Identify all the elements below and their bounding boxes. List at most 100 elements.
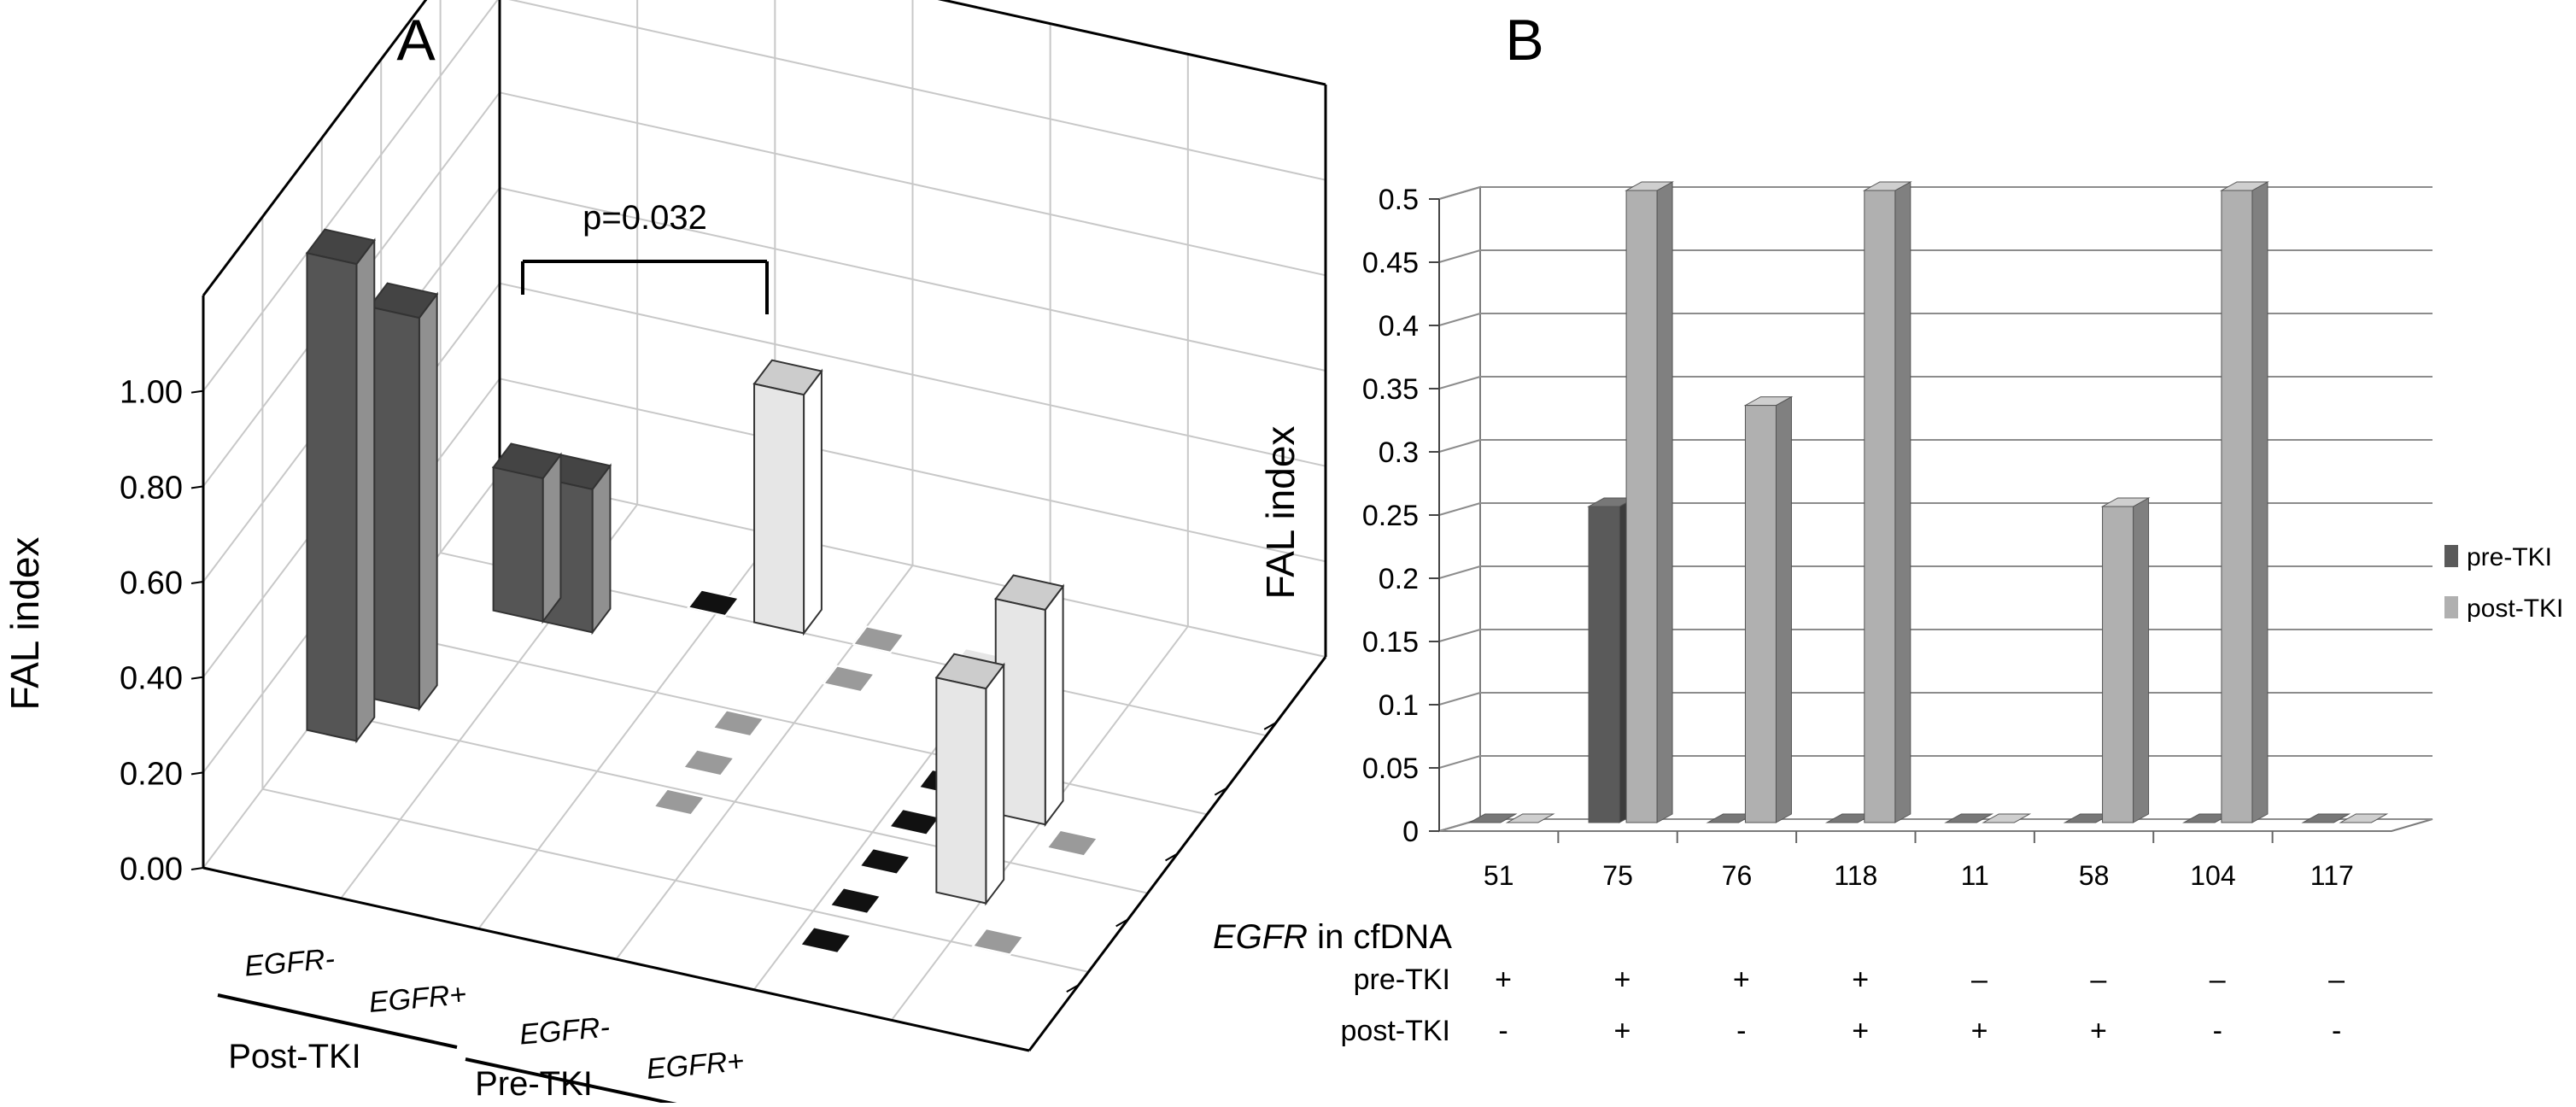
frame-edge [202, 0, 428, 296]
frame-edge [937, 0, 1326, 86]
table-cell: - [2213, 1015, 2222, 1047]
bar-post-TKI-75 [1625, 181, 1674, 823]
gridline [1438, 755, 2433, 769]
table-cell: - [1498, 1015, 1508, 1047]
gridline [1438, 313, 2433, 326]
y-tick-label: 0.35 [1362, 373, 1419, 406]
y-tick-label: 0.1 [1379, 689, 1419, 722]
bar-a-floor [711, 709, 765, 738]
table-cell: + [1613, 1015, 1630, 1047]
bar-top [2339, 813, 2389, 823]
bar-side [542, 452, 562, 624]
panel-label-b: B [1505, 8, 1543, 73]
y-tick [190, 581, 204, 584]
bar-post-TKI-118 [1862, 181, 1912, 823]
bar-post-TKI-117 [2339, 813, 2389, 823]
bar-post-TKI-51 [1505, 813, 1555, 823]
bar-top [1944, 813, 1994, 823]
bar-a-floor [652, 788, 706, 817]
x-tick-label: 51 [1484, 860, 1514, 891]
table-cell: + [1852, 1015, 1869, 1047]
floor [1438, 818, 2433, 832]
gridline [1438, 249, 2433, 263]
panel-label-a: A [396, 8, 436, 73]
x-tick-label: 118 [1834, 860, 1877, 891]
frame-edge [202, 866, 1030, 1052]
y-tick-label: 0.40 [120, 661, 183, 697]
bar-front [753, 383, 805, 635]
bar-floor [799, 926, 853, 954]
table-cell: + [1733, 964, 1750, 996]
y-tick-label: 0.20 [120, 756, 183, 792]
y-tick-label: 0.5 [1379, 184, 1419, 216]
bar-side [1044, 583, 1064, 828]
y-tick-label: 0.05 [1362, 753, 1419, 785]
x-tick-label: 104 [2190, 860, 2235, 891]
table-cell: + [1852, 964, 1869, 996]
floor-gridline [321, 709, 1149, 894]
bar-a-floor [858, 847, 912, 876]
bar-a-floor [828, 887, 882, 915]
x-tick-label: 76 [1722, 860, 1753, 891]
bar-post-TKI-104 [2220, 181, 2269, 823]
x-tick-label: 11 [1961, 860, 1989, 891]
group-label-post: Post-TKI [228, 1038, 361, 1075]
bar-front [492, 466, 544, 623]
y-tick [190, 867, 204, 870]
x-tick-label: 58 [2079, 860, 2110, 891]
bar-side [418, 291, 438, 712]
bar-post-egfr-minus-3 [491, 442, 563, 624]
table-cell: - [1736, 1015, 1746, 1047]
bar-side [2133, 497, 2150, 823]
bar-top [1467, 813, 1518, 823]
bar-pre-egfr-plus-2 [994, 574, 1065, 828]
gridline [1438, 502, 2433, 516]
bar-side [1775, 395, 1792, 823]
table-row-label: pre-TKI [1354, 964, 1450, 996]
bar-side [355, 237, 376, 744]
y-tick [190, 771, 204, 776]
bar-side [2251, 181, 2269, 823]
bar-side [803, 368, 823, 636]
y-tick-label: 0.45 [1362, 247, 1419, 279]
group-sub-label: EGFR+ [645, 1045, 745, 1086]
gridline [1438, 376, 2433, 390]
bar-top [1982, 813, 2032, 823]
bar-post-TKI-76 [1743, 395, 1794, 823]
table-cell: - [2332, 1015, 2341, 1047]
bar-floor [971, 927, 1025, 956]
bar-side [985, 662, 1005, 906]
bar-a-floor [852, 625, 905, 653]
floor-gridline [380, 630, 1208, 816]
bar-a-floor [971, 927, 1025, 956]
gridline [1438, 629, 2433, 642]
bar-front [2221, 190, 2253, 823]
y-tick [190, 485, 204, 489]
bar-floor [858, 847, 912, 876]
bar-front [935, 676, 987, 905]
table-row-label: post-TKI [1341, 1015, 1450, 1047]
y-tick-label: 0.00 [120, 852, 183, 887]
table-cell: – [2328, 964, 2345, 996]
gridline [1438, 186, 2433, 200]
bar-a-floor [822, 665, 876, 694]
depth-tick [1066, 984, 1080, 993]
panel-b: B 0 0.05 0.1 0.15 0.2 0.25 0.3 0.35 0.4 0.45 0.5 51 7… [1213, 8, 2563, 1047]
bar-floor [711, 709, 765, 738]
bar-front [1588, 506, 1620, 823]
bar-top [1505, 813, 1555, 823]
floor-gridline [262, 788, 1089, 973]
bar-front [368, 306, 420, 711]
bar-floor [828, 887, 882, 915]
y-axis-title: FAL index [1258, 426, 1303, 600]
group-sub-label: EGFR+ [367, 978, 467, 1019]
group-line-pre [465, 1057, 697, 1107]
bar-a-floor [1045, 829, 1099, 858]
y-tick [190, 676, 204, 680]
bar-front [1864, 190, 1896, 823]
table-cell: + [2090, 1015, 2107, 1047]
bar-post-egfr-minus-1 [305, 228, 377, 744]
bar-pre-TKI-117 [2301, 813, 2351, 823]
